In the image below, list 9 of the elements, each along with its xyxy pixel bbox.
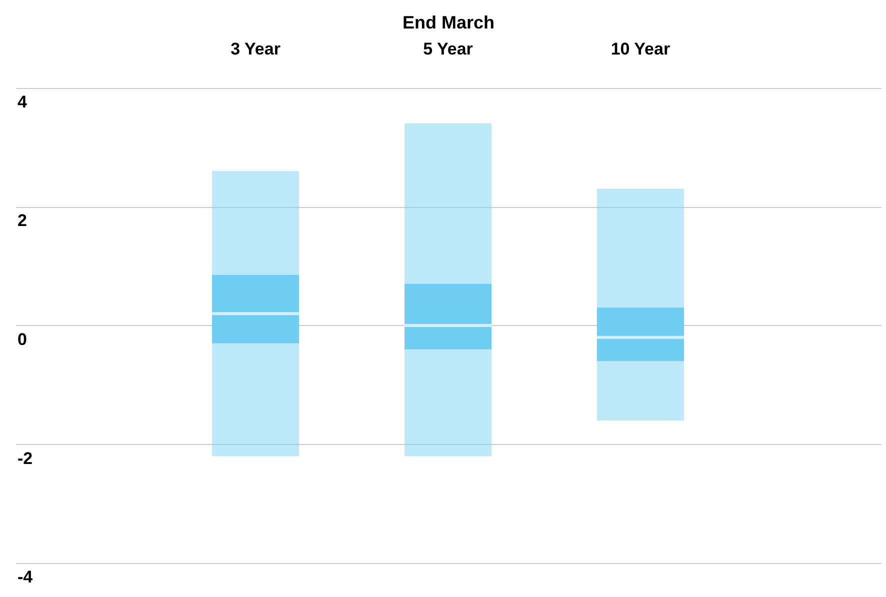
y-tick-label: 4 (18, 92, 28, 112)
x-tick-label: 3 Year (230, 40, 281, 58)
y-tick-label: -4 (18, 568, 34, 587)
y-tick-label: -2 (18, 448, 33, 468)
y-tick-label: 2 (18, 211, 27, 230)
x-tick-label: 10 Year (610, 40, 670, 58)
x-axis-title: End March (402, 12, 495, 32)
x-tick-label: 5 Year (423, 40, 474, 58)
y-tick-label: 0 (18, 330, 27, 349)
